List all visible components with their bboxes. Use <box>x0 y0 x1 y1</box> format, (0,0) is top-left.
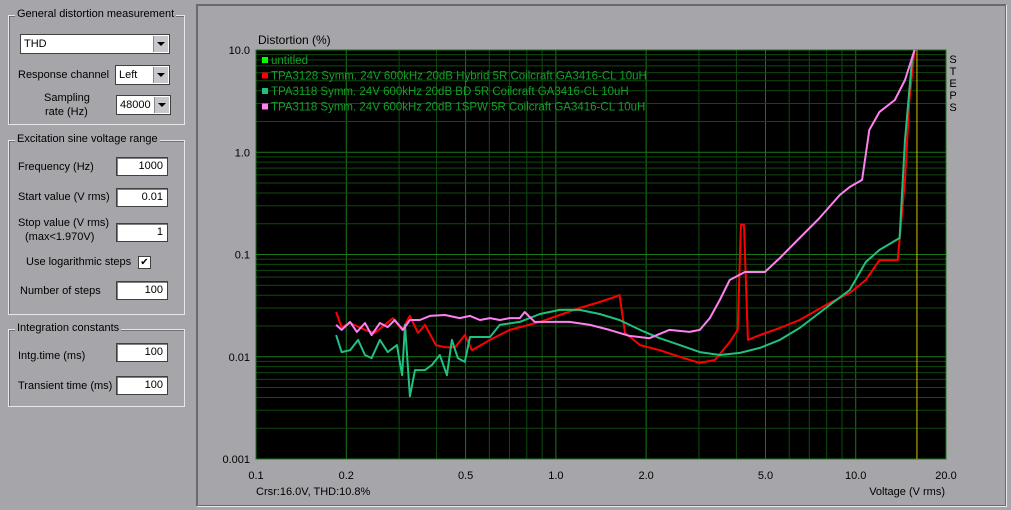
series-line-3 <box>335 49 916 340</box>
x-axis-title: Voltage (V rms) <box>869 486 945 498</box>
start-value-label: Start value (V rms) <box>18 191 110 203</box>
legend-entry: TPA3118 Symm. 24V 600kHz 20dB BD 5R Coil… <box>271 86 629 98</box>
grid <box>255 49 947 460</box>
chevron-down-icon[interactable] <box>153 67 168 83</box>
legend: untitled TPA3128 Symm. 24V 600kHz 20dB Hy… <box>262 55 647 114</box>
x-tick-label: 10.0 <box>845 470 866 482</box>
steps-letter: S <box>949 102 956 114</box>
chevron-down-icon[interactable] <box>153 36 168 52</box>
y-tick-label: 0.01 <box>229 352 250 364</box>
frequency-label: Frequency (Hz) <box>18 161 94 173</box>
log-steps-checkbox[interactable]: ✔ <box>138 256 151 269</box>
intg-time-input[interactable]: 100 <box>116 343 168 362</box>
transient-time-label: Transient time (ms) <box>18 380 113 392</box>
steps-letter: S <box>949 54 956 66</box>
plot-frame <box>196 4 1006 506</box>
excitation-group: Excitation sine voltage range <box>8 133 185 315</box>
integration-group: Integration constants <box>8 322 185 407</box>
stop-value-label-2: (max<1.970V) <box>25 231 95 243</box>
number-of-steps-label: Number of steps <box>20 285 101 297</box>
steps-letter: P <box>949 90 956 102</box>
sampling-rate-label-1: Sampling <box>44 92 90 104</box>
start-value-input[interactable]: 0.01 <box>116 188 168 207</box>
legend-swatch <box>262 88 268 94</box>
y-tick-label: 0.001 <box>222 454 250 466</box>
y-tick-label: 1.0 <box>235 147 250 159</box>
steps-letter: T <box>950 66 957 78</box>
frequency-input[interactable]: 1000 <box>116 157 168 176</box>
x-tick-label: 0.5 <box>458 470 473 482</box>
chevron-down-icon[interactable] <box>154 97 169 113</box>
stop-value-input[interactable]: 1 <box>116 223 168 242</box>
response-channel-label: Response channel <box>18 69 110 81</box>
legend-entry: TPA3118 Symm. 24V 600kHz 20dB 1SPW 5R Co… <box>271 102 645 114</box>
x-tick-label: 5.0 <box>758 470 773 482</box>
x-tick-label: 0.2 <box>339 470 354 482</box>
intg-time-label: Intg.time (ms) <box>18 350 86 362</box>
x-tick-label: 20.0 <box>935 470 956 482</box>
stop-value-label-1: Stop value (V rms) <box>18 217 110 229</box>
x-tick-label: 0.1 <box>248 470 263 482</box>
y-axis-title: Distortion (%) <box>258 33 331 47</box>
series-line-1 <box>335 49 916 364</box>
group-title: Integration constants <box>15 322 122 334</box>
y-tick-label: 10.0 <box>229 45 250 57</box>
group-title: General distortion measurement <box>15 8 177 20</box>
x-tick-label: 2.0 <box>638 470 653 482</box>
sampling-rate-label-2: rate (Hz) <box>45 106 88 118</box>
transient-time-input[interactable]: 100 <box>116 376 168 395</box>
tick-labels: 0.1 0.2 0.5 1.0 2.0 5.0 10.0 20.0 10.0 1.0 0.1 0.01… <box>222 45 956 482</box>
series-line-2 <box>335 49 916 398</box>
measurement-type-select[interactable]: THD <box>20 34 170 54</box>
legend-swatch <box>262 103 268 110</box>
response-channel-select[interactable]: Left <box>115 65 170 85</box>
general-distortion-group: General distortion measurement <box>8 8 185 125</box>
sampling-rate-select[interactable]: 48000 <box>116 95 171 115</box>
steps-letter: E <box>949 78 956 90</box>
cursor-readout: Crsr:16.0V, THD:10.8% <box>256 486 371 498</box>
x-tick-label: 1.0 <box>548 470 563 482</box>
select-value: 48000 <box>120 99 151 111</box>
curves <box>335 49 916 398</box>
plot-border <box>255 49 947 460</box>
select-value: Left <box>119 69 138 81</box>
y-tick-label: 0.1 <box>235 250 250 262</box>
legend-entry: untitled <box>271 55 308 67</box>
select-value: THD <box>24 38 47 50</box>
legend-entry: TPA3128 Symm. 24V 600kHz 20dB Hybrid 5R … <box>271 71 647 83</box>
number-of-steps-input[interactable]: 100 <box>116 281 168 300</box>
log-steps-label: Use logarithmic steps <box>26 256 132 268</box>
legend-swatch <box>262 57 268 63</box>
legend-swatch <box>262 72 268 79</box>
group-title: Excitation sine voltage range <box>15 133 160 145</box>
